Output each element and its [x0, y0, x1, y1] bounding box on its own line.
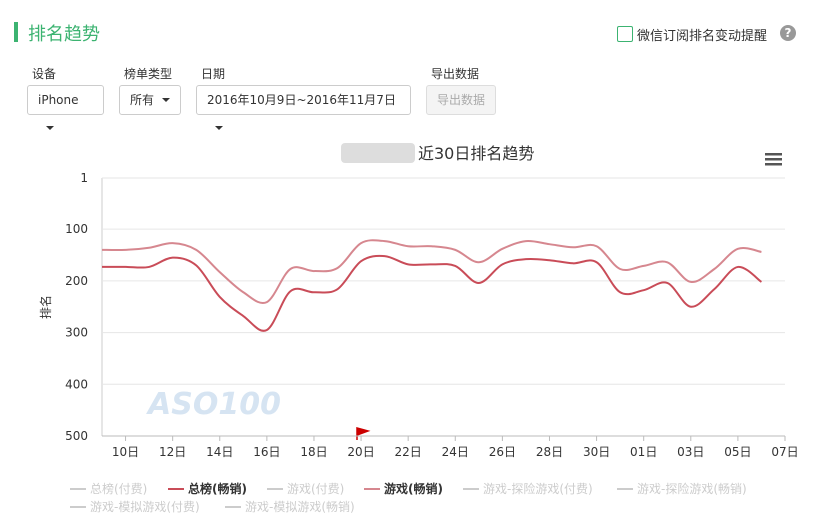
export-label: 导出数据: [431, 67, 480, 81]
page-title: 排名趋势: [28, 24, 100, 45]
device-select[interactable]: iPhone: [27, 85, 104, 115]
chart-title: 近30日排名趋势: [418, 144, 534, 163]
x-tick-label: 26日: [489, 445, 516, 459]
y-tick-label: 500: [65, 429, 88, 443]
list-type-select[interactable]: 所有: [119, 85, 181, 115]
y-tick-label: 400: [65, 377, 88, 391]
export-button[interactable]: 导出数据: [426, 85, 496, 115]
y-tick-label: 100: [65, 222, 88, 236]
legend-item[interactable]: 总榜(付费): [70, 481, 147, 496]
legend-item[interactable]: 游戏-模拟游戏(付费): [70, 500, 200, 514]
menu-icon[interactable]: [765, 153, 782, 166]
x-tick-label: 07日: [771, 445, 798, 459]
x-tick-label: 28日: [536, 445, 563, 459]
legend-label: 游戏-探险游戏(付费): [483, 481, 593, 496]
legend-item[interactable]: 游戏-模拟游戏(畅销): [225, 500, 355, 514]
title-bar: [14, 22, 18, 42]
flag-marker: [356, 427, 371, 440]
y-tick-label: 300: [65, 326, 88, 340]
legend-label: 总榜(付费): [90, 481, 147, 496]
x-tick-label: 05日: [724, 445, 751, 459]
x-tick-label: 16日: [253, 445, 280, 459]
device-label: 设备: [32, 67, 57, 81]
legend-label: 游戏-模拟游戏(付费): [90, 500, 200, 514]
date-label: 日期: [201, 67, 226, 81]
y-axis-label: 排名: [38, 295, 53, 319]
legend-label: 游戏-模拟游戏(畅销): [245, 500, 355, 514]
x-tick-label: 12日: [159, 445, 186, 459]
x-tick-label: 01日: [630, 445, 657, 459]
legend-label: 总榜(畅销): [188, 481, 247, 496]
y-tick-label: 200: [65, 274, 88, 288]
legend-item[interactable]: 游戏(付费): [267, 482, 344, 496]
series-line: [101, 239, 762, 304]
watermark: ASO100: [146, 387, 281, 422]
x-tick-label: 22日: [395, 445, 422, 459]
legend-label: 游戏(付费): [287, 482, 344, 496]
legend-label: 游戏-探险游戏(畅销): [637, 481, 747, 496]
legend-item[interactable]: 游戏-探险游戏(畅销): [617, 481, 747, 496]
y-tick-label: 1: [80, 171, 88, 185]
series-line: [102, 254, 763, 332]
legend-item[interactable]: 总榜(畅销): [168, 481, 247, 496]
subscribe-label[interactable]: 微信订阅排名变动提醒: [637, 29, 768, 44]
legend-label: 游戏(畅销): [384, 481, 443, 496]
x-tick-label: 10日: [112, 445, 139, 459]
checkbox[interactable]: [617, 26, 633, 42]
x-tick-label: 20日: [347, 445, 374, 459]
x-tick-label: 24日: [442, 445, 469, 459]
list-type-label: 榜单类型: [124, 67, 173, 81]
help-icon[interactable]: ?: [780, 25, 796, 41]
x-tick-label: 03日: [677, 445, 704, 459]
blurred-app-name: [341, 143, 415, 163]
date-select[interactable]: 2016年10月9日~2016年11月7日: [196, 85, 411, 115]
legend-item[interactable]: 游戏-探险游戏(付费): [463, 481, 593, 496]
x-tick-label: 14日: [206, 445, 233, 459]
x-tick-label: 30日: [583, 445, 610, 459]
legend-item[interactable]: 游戏(畅销): [364, 481, 443, 496]
x-tick-label: 18日: [300, 445, 327, 459]
